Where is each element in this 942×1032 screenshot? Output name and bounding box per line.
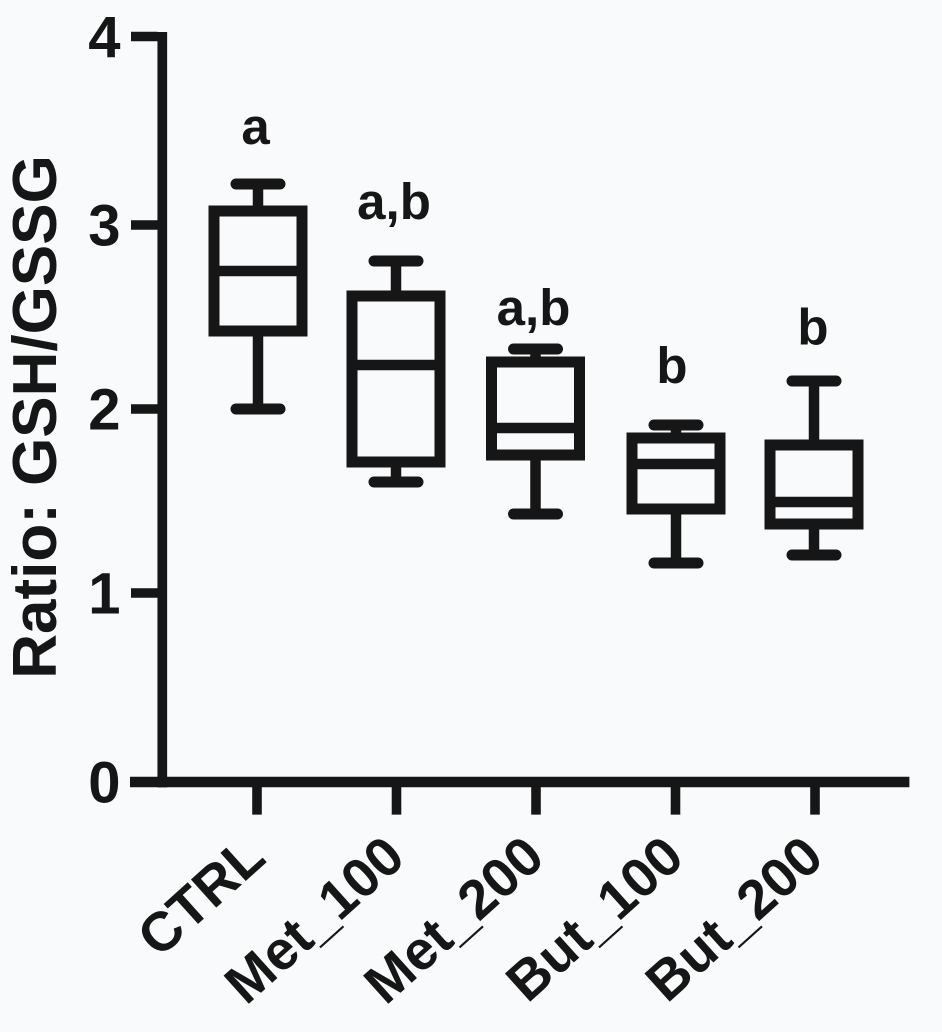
svg-text:b: b — [656, 337, 687, 394]
svg-text:Ratio: GSH/GSSG: Ratio: GSH/GSSG — [1, 155, 70, 679]
svg-text:0: 0 — [88, 751, 120, 816]
svg-text:2: 2 — [88, 378, 120, 443]
svg-text:b: b — [797, 299, 828, 356]
svg-text:3: 3 — [88, 194, 120, 259]
svg-text:a: a — [241, 98, 270, 155]
svg-text:a,b: a,b — [357, 173, 431, 230]
svg-text:a,b: a,b — [497, 279, 571, 336]
svg-text:4: 4 — [88, 5, 120, 70]
svg-text:1: 1 — [88, 562, 120, 627]
